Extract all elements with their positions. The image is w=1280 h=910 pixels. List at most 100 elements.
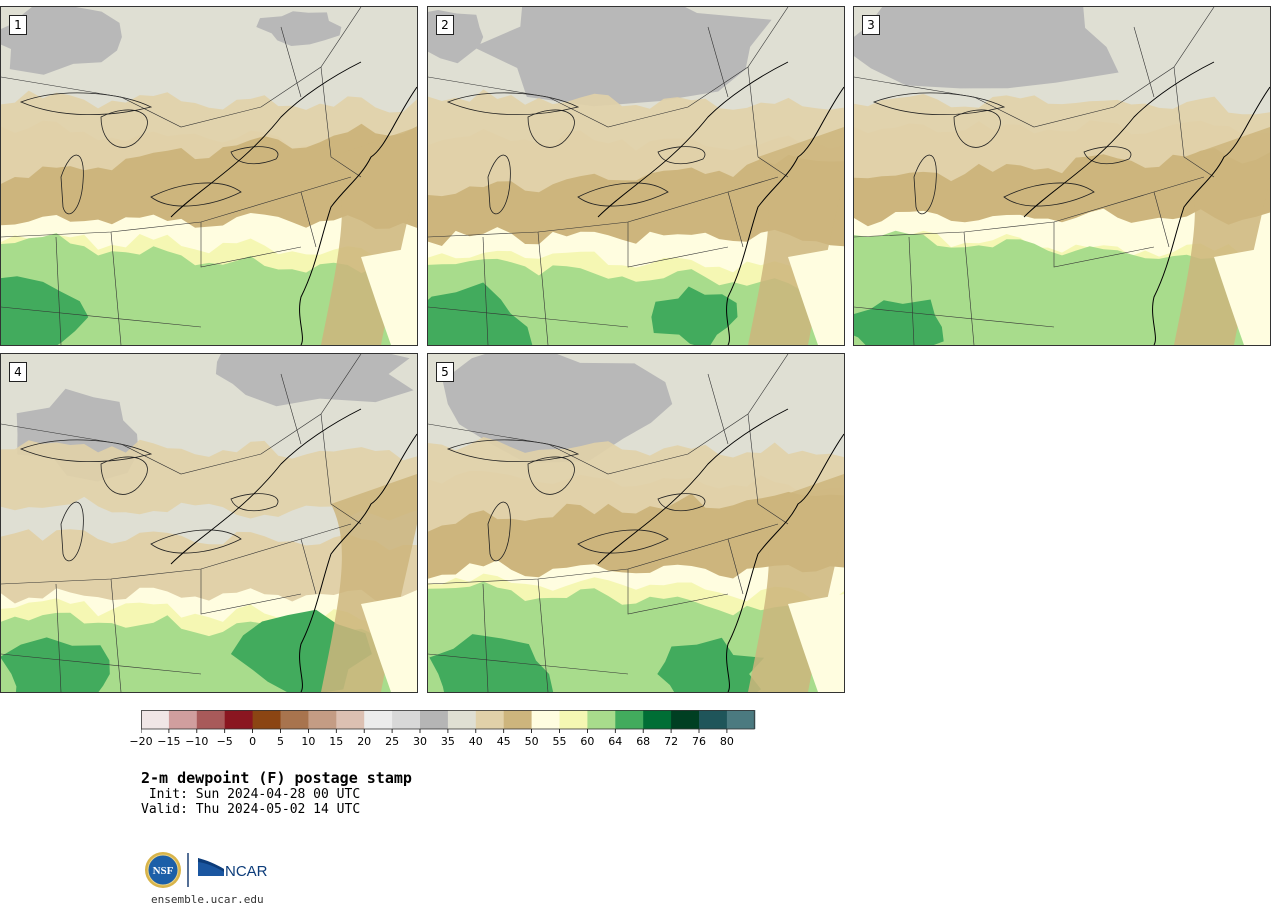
colorbar-tick-label: 50: [524, 735, 539, 748]
dewpoint-map-5: [428, 354, 844, 692]
dewpoint-map-4: [1, 354, 417, 692]
coastline: [299, 86, 417, 345]
valid-time: Valid: Thu 2024-05-02 14 UTC: [141, 802, 361, 817]
boundary-line: [707, 373, 729, 445]
colorbar-tick-label: 60: [580, 735, 595, 748]
ncar-logo-icon: NCAR: [198, 858, 268, 880]
panel-number-label: 5: [436, 362, 454, 382]
colorbar-tick-label: 0: [249, 735, 257, 748]
boundary-line: [627, 222, 729, 268]
panel-number-label: 3: [862, 15, 880, 35]
colorbar-tick-label: 55: [552, 735, 567, 748]
st-lawrence-river: [170, 408, 362, 565]
lake-outline: [230, 493, 279, 512]
lake-outline: [19, 92, 153, 116]
init-time: Init: Sun 2024-04-28 00 UTC: [141, 787, 361, 802]
colorbar-swatch: [252, 710, 281, 729]
colorbar-swatch: [699, 710, 728, 729]
colorbar-swatch: [420, 710, 449, 729]
lake-outline: [577, 529, 669, 554]
boundary-line: [280, 26, 302, 98]
colorbar-swatch: [671, 710, 700, 729]
svg-text:NCAR: NCAR: [225, 863, 268, 880]
boundary-line: [320, 66, 362, 178]
boundary-line: [1, 653, 202, 675]
boundary-line: [200, 569, 302, 615]
coastal-dewpoint-band: [321, 474, 417, 692]
lake-outline: [150, 182, 242, 207]
st-lawrence-river: [597, 408, 789, 565]
lake-outline: [577, 182, 669, 207]
boundary-line: [1173, 66, 1215, 178]
boundary-line: [428, 306, 629, 328]
colorbar-tick-label: 72: [664, 735, 679, 748]
panel-number-label: 1: [9, 15, 27, 35]
moist-region: [854, 299, 944, 345]
panel-number-label: 4: [9, 362, 27, 382]
moist-region: [651, 286, 738, 345]
boundary-line: [963, 231, 975, 345]
lake-outline: [487, 501, 511, 562]
boundary-line: [110, 578, 122, 692]
dewpoint-band: [1, 439, 417, 521]
map-panel-2: 2: [427, 6, 845, 346]
coastal-dewpoint-band: [788, 247, 844, 345]
colorbar-swatch: [141, 710, 170, 729]
lake-outline: [1083, 146, 1132, 165]
moist-region: [1, 276, 89, 345]
map-panel-3: 3: [853, 6, 1271, 346]
dry-air-region: [215, 354, 414, 407]
boundary-line: [280, 373, 302, 445]
boundary-line: [747, 66, 789, 178]
dewpoint-map-2: [428, 7, 844, 345]
coastal-dewpoint-band: [748, 474, 844, 692]
colorbar-tick-label: 10: [301, 735, 316, 748]
colorbar-tick-label: 20: [357, 735, 372, 748]
boundary-line: [747, 413, 789, 525]
moist-region: [429, 634, 554, 692]
panel-number-label: 2: [436, 15, 454, 35]
colorbar-tick-label: 68: [636, 735, 651, 748]
colorbar-tick-label: 35: [440, 735, 455, 748]
boundary-line: [110, 231, 122, 345]
dry-air-region: [854, 7, 1119, 89]
boundary-line: [1, 306, 202, 328]
lake-outline: [953, 109, 1001, 148]
colorbar-tick-label: 64: [608, 735, 623, 748]
boundary-line: [428, 7, 789, 128]
boundary-line: [537, 578, 549, 692]
coastline: [1152, 86, 1270, 345]
dry-air-region: [256, 11, 342, 46]
st-lawrence-river: [597, 61, 789, 218]
boundary-line: [854, 306, 1055, 328]
coastal-dewpoint-band: [1174, 127, 1270, 345]
boundary-line: [1, 7, 362, 128]
colorbar-tick-label: 5: [277, 735, 284, 748]
colorbar-swatch: [643, 710, 672, 729]
svg-text:NSF: NSF: [153, 865, 174, 877]
colorbar-swatch: [308, 710, 337, 729]
map-panel-4: 4: [0, 353, 418, 693]
boundary-line: [1133, 26, 1155, 98]
dry-air-region: [1, 7, 122, 75]
dewpoint-band: [854, 230, 1270, 345]
dewpoint-colorbar: [141, 710, 756, 733]
map-panel-5: 5: [427, 353, 845, 693]
boundary-line: [300, 191, 317, 248]
colorbar-swatch: [364, 710, 393, 729]
colorbar-tick-label: 45: [496, 735, 511, 748]
map-panel-1: 1: [0, 6, 418, 346]
coastal-dewpoint-band: [361, 594, 417, 692]
colorbar-swatch: [447, 710, 477, 729]
lake-outline: [527, 456, 575, 495]
boundary-line: [428, 354, 789, 475]
boundary-line: [320, 413, 362, 525]
boundary-line: [627, 569, 729, 615]
boundary-line: [1, 354, 362, 475]
colorbar-swatch: [168, 710, 198, 729]
lake-outline: [913, 154, 937, 215]
lake-outline: [100, 109, 148, 148]
coastline: [299, 433, 417, 692]
colorbar-swatch: [615, 710, 644, 729]
nsf-seal-icon: NSF: [145, 852, 181, 888]
